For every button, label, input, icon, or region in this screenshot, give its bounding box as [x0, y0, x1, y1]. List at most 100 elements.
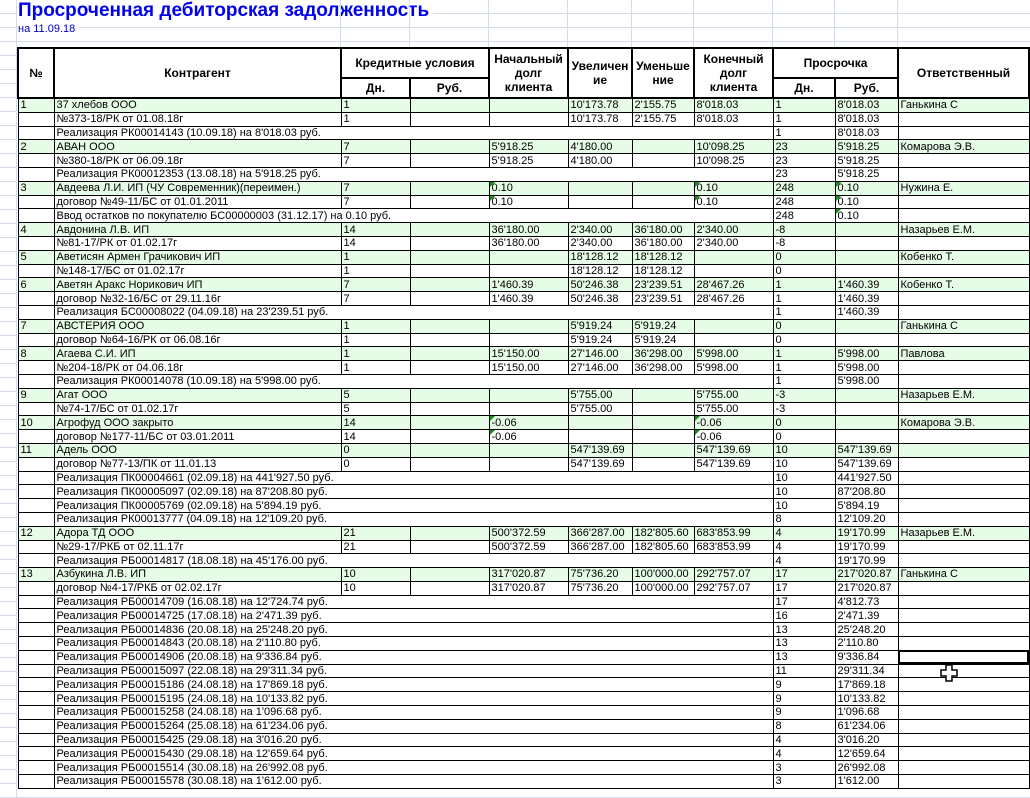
- row-number[interactable]: [17, 360, 55, 375]
- overdue-days-cell[interactable]: 16: [772, 608, 836, 624]
- empty-cell[interactable]: [17, 691, 55, 707]
- credit-rub-cell[interactable]: [409, 539, 490, 555]
- overdue-days-cell[interactable]: 0: [772, 263, 836, 279]
- empty-cell[interactable]: [17, 760, 55, 776]
- counterparty-cell[interactable]: Реализация РК00012353 (13.08.18) на 5'91…: [53, 166, 774, 182]
- decrease-cell[interactable]: [631, 442, 695, 458]
- overdue-days-cell[interactable]: 9: [772, 705, 836, 720]
- end-debt-cell[interactable]: 5'998.00: [693, 360, 774, 375]
- decrease-cell[interactable]: 5'919.24: [631, 318, 695, 334]
- end-debt-cell[interactable]: 683'853.99: [693, 539, 774, 555]
- empty-cell[interactable]: [897, 705, 1030, 720]
- empty-cell[interactable]: [17, 663, 55, 679]
- responsible-cell[interactable]: Комарова Э.В.: [897, 139, 1030, 155]
- overdue-days-cell[interactable]: 4: [772, 732, 836, 748]
- overdue-rub-cell[interactable]: 5'918.25: [834, 139, 899, 155]
- responsible-cell[interactable]: [897, 263, 1030, 279]
- start-debt-cell[interactable]: 0.10: [488, 194, 569, 210]
- overdue-rub-cell[interactable]: 19'170.99: [834, 525, 899, 541]
- overdue-days-cell[interactable]: 10: [772, 456, 836, 472]
- overdue-days-cell[interactable]: 1: [772, 346, 836, 362]
- end-debt-cell[interactable]: 0.10: [693, 194, 774, 210]
- overdue-days-cell[interactable]: 0: [772, 429, 836, 444]
- start-debt-cell[interactable]: 1'460.39: [488, 291, 569, 306]
- responsible-cell[interactable]: [897, 580, 1030, 596]
- increase-cell[interactable]: 18'128.12: [567, 263, 633, 279]
- decrease-cell[interactable]: 182'805.60: [631, 525, 695, 541]
- counterparty-cell[interactable]: договор №4-17/РКБ от 02.02.17г: [53, 580, 342, 596]
- overdue-days-cell[interactable]: 248: [772, 208, 836, 224]
- header-overdue-rub[interactable]: Руб.: [834, 77, 899, 99]
- row-number[interactable]: 11: [17, 442, 55, 458]
- counterparty-cell[interactable]: Адель ООО: [53, 442, 342, 458]
- overdue-rub-cell[interactable]: 8'018.03: [834, 125, 899, 141]
- overdue-rub-cell[interactable]: 25'248.20: [834, 622, 899, 638]
- counterparty-cell[interactable]: договор №64-16/РК от 06.08.16г: [53, 332, 342, 348]
- credit-days-cell[interactable]: 5: [340, 387, 411, 403]
- responsible-cell[interactable]: [897, 291, 1030, 306]
- overdue-rub-cell[interactable]: 12'109.20: [834, 511, 899, 527]
- overdue-rub-cell[interactable]: [834, 387, 899, 403]
- end-debt-cell[interactable]: 5'998.00: [693, 346, 774, 362]
- empty-cell[interactable]: [897, 470, 1030, 486]
- start-debt-cell[interactable]: 0.10: [488, 180, 569, 196]
- end-debt-cell[interactable]: 5'755.00: [693, 387, 774, 403]
- responsible-cell[interactable]: Ганькина С: [897, 97, 1030, 113]
- overdue-days-cell[interactable]: 4: [772, 539, 836, 555]
- empty-cell[interactable]: [897, 636, 1030, 651]
- row-number[interactable]: [17, 456, 55, 472]
- overdue-days-cell[interactable]: 248: [772, 180, 836, 196]
- credit-rub-cell[interactable]: [409, 567, 490, 582]
- decrease-cell[interactable]: [631, 401, 695, 417]
- header-no[interactable]: №: [17, 47, 55, 99]
- decrease-cell[interactable]: [631, 387, 695, 403]
- empty-cell[interactable]: [17, 373, 55, 389]
- responsible-cell[interactable]: [897, 194, 1030, 210]
- overdue-days-cell[interactable]: 1: [772, 291, 836, 306]
- start-debt-cell[interactable]: [488, 456, 569, 472]
- credit-rub-cell[interactable]: [409, 139, 490, 155]
- credit-days-cell[interactable]: 1: [340, 360, 411, 375]
- counterparty-cell[interactable]: Аветян Аракс Норикович ИП: [53, 277, 342, 293]
- row-number[interactable]: [17, 194, 55, 210]
- overdue-days-cell[interactable]: -8: [772, 222, 836, 237]
- overdue-days-cell[interactable]: 10: [772, 484, 836, 500]
- row-number[interactable]: [17, 111, 55, 127]
- responsible-cell[interactable]: Ганькина С: [897, 567, 1030, 582]
- empty-cell[interactable]: [897, 511, 1030, 527]
- responsible-cell[interactable]: [897, 456, 1030, 472]
- responsible-cell[interactable]: [897, 332, 1030, 348]
- credit-rub-cell[interactable]: [409, 401, 490, 417]
- credit-days-cell[interactable]: 1: [340, 97, 411, 113]
- counterparty-cell[interactable]: Реализация РБ00015195 (24.08.18) на 10'1…: [53, 691, 774, 707]
- credit-days-cell[interactable]: 7: [340, 194, 411, 210]
- row-number[interactable]: [17, 401, 55, 417]
- credit-rub-cell[interactable]: [409, 415, 490, 431]
- empty-cell[interactable]: [897, 304, 1030, 320]
- decrease-cell[interactable]: 36'180.00: [631, 235, 695, 251]
- row-number[interactable]: 5: [17, 249, 55, 265]
- counterparty-cell[interactable]: Реализация РК00014078 (10.09.18) на 5'99…: [53, 373, 774, 389]
- increase-cell[interactable]: 4'180.00: [567, 153, 633, 168]
- credit-rub-cell[interactable]: [409, 97, 490, 113]
- overdue-days-cell[interactable]: 1: [772, 97, 836, 113]
- header-increase[interactable]: Увеличение: [567, 47, 633, 99]
- counterparty-cell[interactable]: Реализация РБ00015514 (30.08.18) на 26'9…: [53, 760, 774, 776]
- decrease-cell[interactable]: 23'239.51: [631, 291, 695, 306]
- row-number[interactable]: [17, 263, 55, 279]
- start-debt-cell[interactable]: [488, 249, 569, 265]
- decrease-cell[interactable]: [631, 194, 695, 210]
- decrease-cell[interactable]: 36'298.00: [631, 346, 695, 362]
- end-debt-cell[interactable]: -0.06: [693, 415, 774, 431]
- decrease-cell[interactable]: 2'155.75: [631, 111, 695, 127]
- empty-cell[interactable]: [17, 553, 55, 569]
- end-debt-cell[interactable]: 547'139.69: [693, 442, 774, 458]
- counterparty-cell[interactable]: договор №32-16/БС от 29.11.16г: [53, 291, 342, 306]
- overdue-rub-cell[interactable]: 2'110.80: [834, 636, 899, 651]
- decrease-cell[interactable]: [631, 180, 695, 196]
- counterparty-cell[interactable]: Реализация РК00014143 (10.09.18) на 8'01…: [53, 125, 774, 141]
- credit-rub-cell[interactable]: [409, 332, 490, 348]
- overdue-rub-cell[interactable]: [834, 249, 899, 265]
- responsible-cell[interactable]: [897, 360, 1030, 375]
- start-debt-cell[interactable]: 36'180.00: [488, 222, 569, 237]
